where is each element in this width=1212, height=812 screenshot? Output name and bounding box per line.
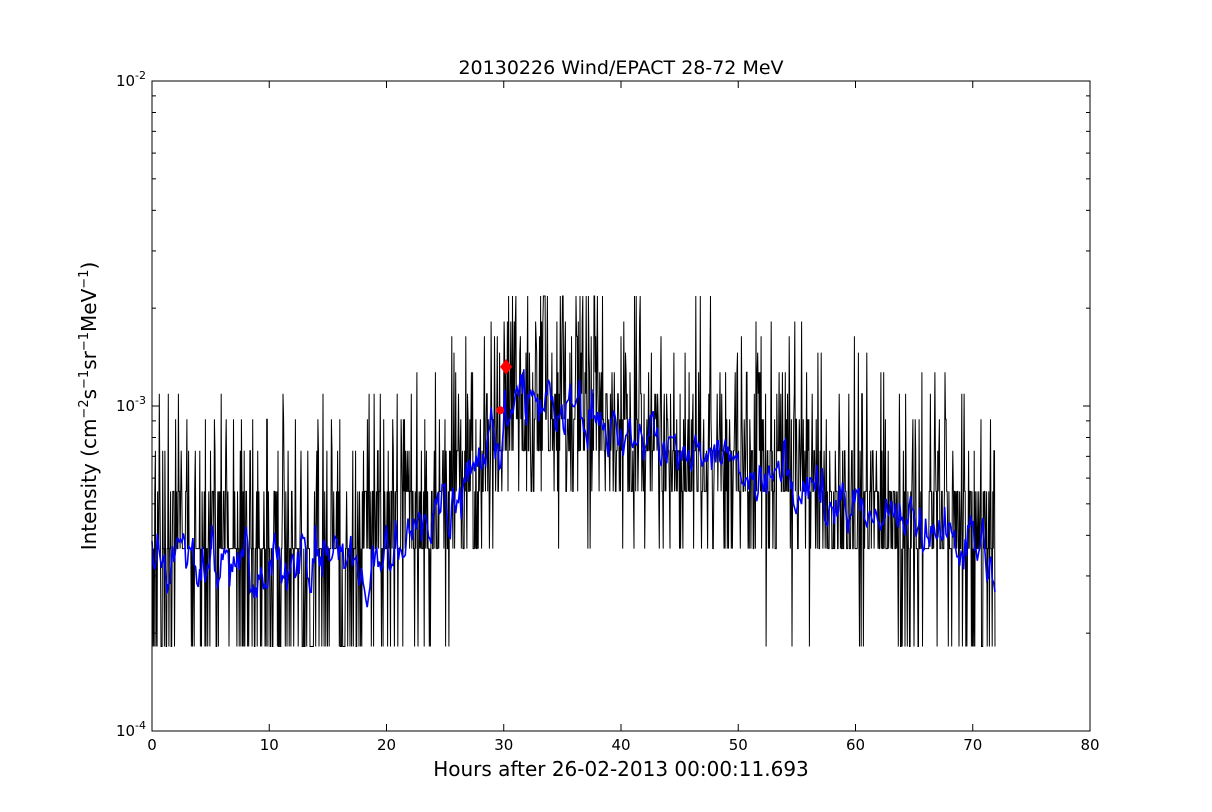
chart-title: 20130226 Wind/EPACT 28-72 MeV xyxy=(458,57,783,79)
x-tick-label-5: 50 xyxy=(729,736,748,754)
x-tick-label-4: 40 xyxy=(611,736,630,754)
x-tick-label-6: 60 xyxy=(846,736,865,754)
tick-layer: 0 10 20 30 40 50 60 70 80 10-4 10-3 10-2 xyxy=(116,69,1100,754)
onset-marker-0 xyxy=(496,406,505,415)
y-tick-label-1: 10-3 xyxy=(116,394,146,415)
y-tick-label-0: 10-4 xyxy=(116,719,146,740)
data-layer xyxy=(151,295,996,647)
x-tick-label-7: 70 xyxy=(963,736,982,754)
series-raw-line xyxy=(152,295,996,647)
x-tick-label-2: 20 xyxy=(377,736,396,754)
y-tick-label-2: 10-2 xyxy=(116,69,146,90)
peak-marker-1 xyxy=(500,359,513,375)
x-axis-title: Hours after 26-02-2013 00:00:11.693 xyxy=(433,757,809,781)
x-tick-label-3: 30 xyxy=(494,736,513,754)
x-tick-label-1: 10 xyxy=(260,736,279,754)
x-tick-label-0: 0 xyxy=(147,736,157,754)
x-tick-label-8: 80 xyxy=(1080,736,1099,754)
series-smoothed-line xyxy=(151,369,996,608)
y-axis-title: Intensity (cm−2s−1sr−1MeV−1) xyxy=(77,262,101,551)
